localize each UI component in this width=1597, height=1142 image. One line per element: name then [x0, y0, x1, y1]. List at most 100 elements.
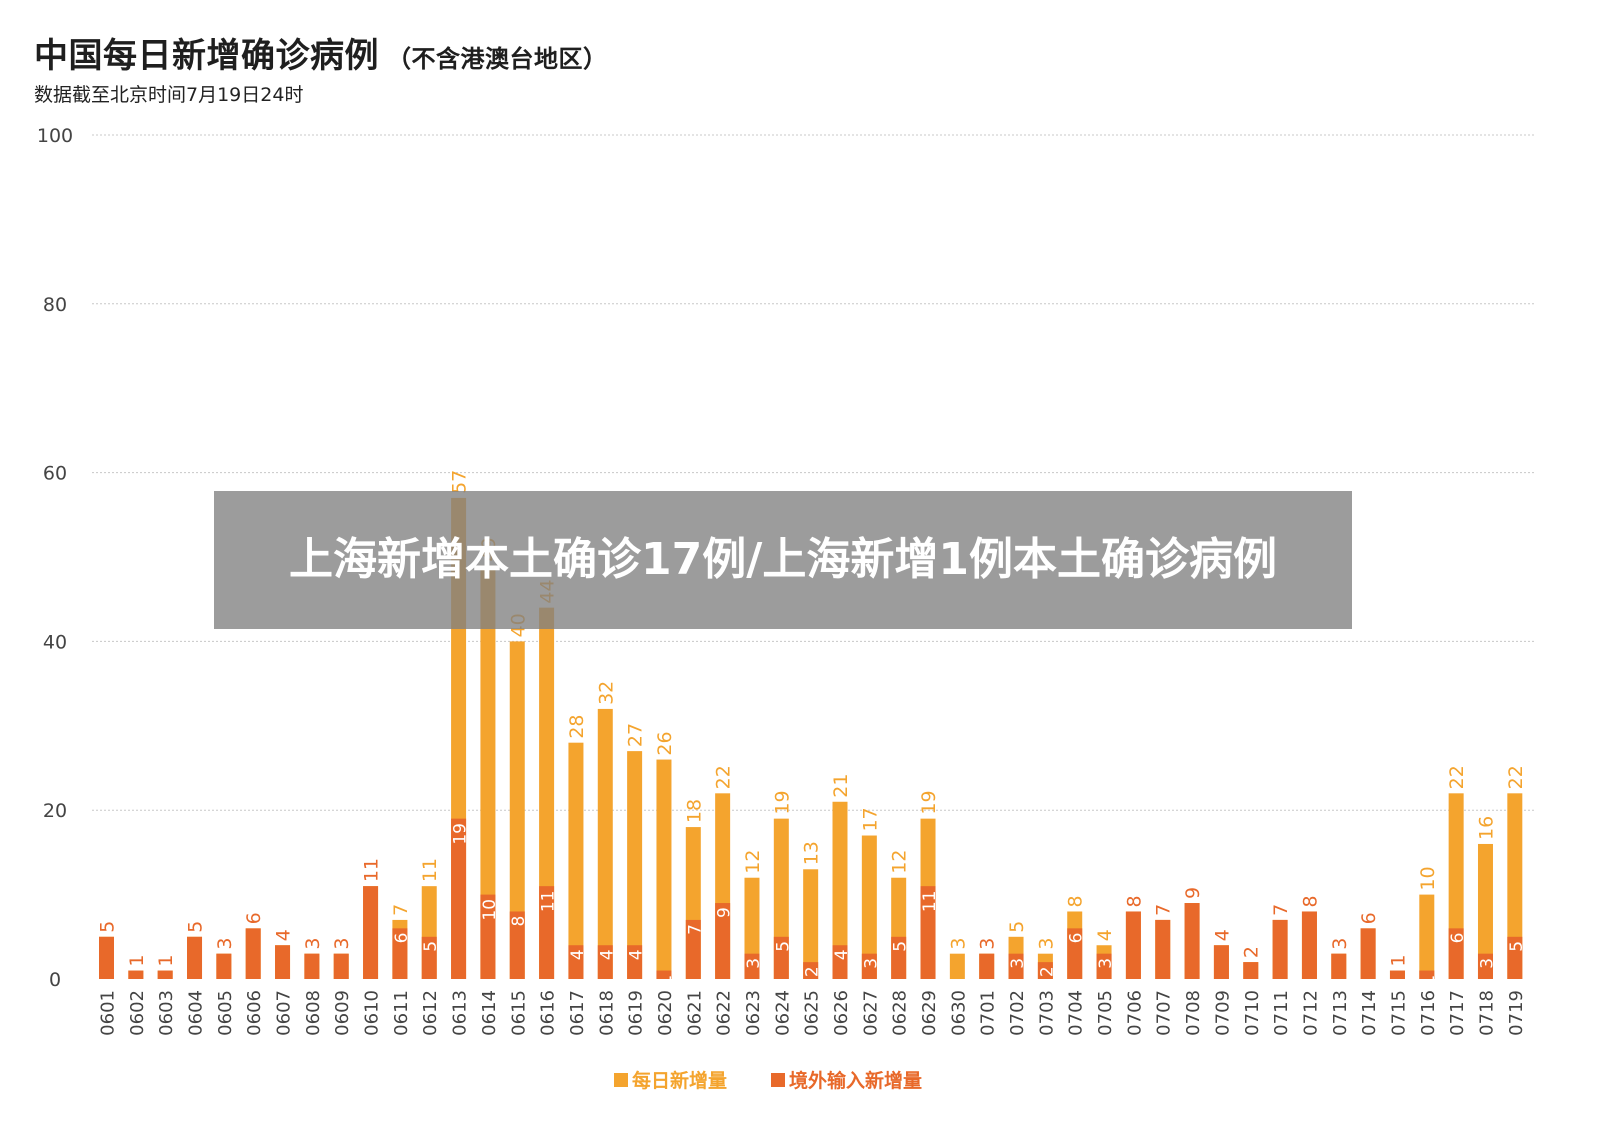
x-tick-label: 0705	[1095, 990, 1116, 1036]
data-label-daily: 5	[97, 921, 119, 933]
y-tick-label: 80	[43, 294, 67, 316]
x-tick-label: 0626	[831, 990, 852, 1036]
x-tick-label: 0701	[978, 990, 999, 1036]
x-tick-label: 0602	[127, 990, 148, 1036]
bar-imported	[1243, 962, 1259, 979]
bar-imported	[275, 945, 291, 979]
x-tick-label: 0617	[567, 990, 588, 1036]
bar-imported	[509, 911, 525, 979]
x-tick-label: 0711	[1271, 990, 1292, 1036]
chart-subtitle: 数据截至北京时间7月19日24时	[34, 84, 304, 106]
data-label-imported: 6	[1067, 933, 1087, 944]
bar-daily	[1419, 894, 1435, 979]
bar-daily	[861, 835, 877, 979]
bar-imported	[1155, 919, 1171, 979]
data-label-daily: 19	[771, 790, 793, 814]
x-tick-label: 0611	[391, 990, 412, 1036]
bar-daily	[597, 708, 613, 979]
x-tick-label: 0601	[98, 990, 119, 1036]
legend-item-imported: 境外输入新增量	[771, 1066, 922, 1093]
chart-title: 中国每日新增确诊病例 （不含港澳台地区）	[34, 28, 608, 77]
data-label-daily: 3	[947, 938, 969, 950]
data-label-imported: 8	[509, 916, 529, 927]
x-tick-label: 0630	[948, 990, 969, 1036]
bar-imported	[656, 970, 672, 979]
bar-imported	[245, 928, 261, 979]
bar-imported	[861, 953, 877, 979]
bar-imported	[1448, 928, 1464, 979]
x-tick-label: 0623	[743, 990, 764, 1036]
x-tick-label: 0618	[596, 990, 617, 1036]
legend-label-imported: 境外输入新增量	[789, 1070, 923, 1092]
data-label-imported: 6	[1448, 933, 1468, 944]
data-label-daily: 3	[331, 938, 353, 950]
data-label-daily: 11	[361, 858, 383, 882]
bar-imported	[1213, 945, 1229, 979]
bar-imported	[744, 953, 760, 979]
bar-imported	[979, 953, 995, 979]
data-label-daily: 18	[683, 799, 705, 823]
bar-daily	[803, 869, 819, 979]
bar-imported	[421, 936, 437, 979]
x-tick-label: 0613	[450, 990, 471, 1036]
x-tick-label: 0719	[1506, 990, 1527, 1036]
data-label-daily: 19	[918, 790, 940, 814]
bar-imported	[1184, 903, 1200, 979]
bar-imported	[1301, 911, 1317, 979]
data-label-imported: 3	[1096, 958, 1116, 969]
x-tick-label: 0712	[1300, 990, 1321, 1036]
data-label-daily: 5	[185, 921, 207, 933]
bar-imported	[597, 945, 613, 979]
data-label-imported: 0	[949, 983, 969, 994]
bar-imported	[1477, 953, 1493, 979]
bar-daily	[1477, 843, 1493, 979]
bar-imported	[1507, 936, 1523, 979]
data-label-daily: 32	[595, 681, 617, 705]
data-label-daily: 27	[625, 723, 647, 747]
headline-banner[interactable]: 上海新增本土确诊17例/上海新增1例本土确诊病例	[214, 491, 1352, 629]
bar-imported	[832, 945, 848, 979]
data-label-daily: 6	[1358, 912, 1380, 924]
bar-imported	[803, 962, 819, 979]
data-label-daily: 13	[801, 841, 823, 865]
bar-imported	[1272, 919, 1288, 979]
data-label-daily: 8	[1299, 895, 1321, 907]
data-label-daily: 11	[419, 858, 441, 882]
data-label-daily: 26	[654, 731, 676, 755]
data-label-daily: 28	[566, 714, 588, 738]
data-label-daily: 8	[1123, 895, 1145, 907]
data-label-daily: 9	[1182, 887, 1204, 899]
bar-imported	[1360, 928, 1376, 979]
data-label-daily: 22	[1505, 765, 1527, 789]
data-label-daily: 12	[889, 850, 911, 874]
x-tick-label: 0718	[1476, 990, 1497, 1036]
bar-imported	[685, 919, 701, 979]
data-label-daily: 16	[1475, 816, 1497, 840]
data-label-daily: 21	[830, 774, 852, 798]
x-tick-label: 0717	[1447, 990, 1468, 1036]
data-label-daily: 1	[155, 954, 177, 966]
bar-imported	[333, 953, 349, 979]
bar-daily	[568, 742, 584, 979]
chart-legend: 每日新增量 境外输入新增量	[614, 1066, 922, 1093]
data-label-daily: 1	[1387, 954, 1409, 966]
bar-daily	[480, 565, 496, 979]
x-tick-label: 0628	[890, 990, 911, 1036]
bar-daily	[509, 641, 525, 979]
x-tick-label: 0625	[802, 990, 823, 1036]
x-tick-label: 0619	[626, 990, 647, 1036]
data-label-daily: 3	[1035, 938, 1057, 950]
data-label-daily: 2	[1241, 946, 1263, 958]
data-label-imported: 11	[920, 891, 940, 913]
data-label-imported: 5	[421, 941, 441, 952]
data-label-imported: 3	[1008, 958, 1028, 969]
data-label-daily: 3	[214, 938, 236, 950]
bar-daily	[949, 953, 965, 979]
data-label-daily: 1	[126, 954, 148, 966]
data-label-imported: 6	[392, 933, 412, 944]
data-label-daily: 22	[1446, 765, 1468, 789]
data-label-imported: 11	[539, 891, 559, 913]
x-tick-label: 0606	[244, 990, 265, 1036]
data-label-daily: 3	[977, 938, 999, 950]
